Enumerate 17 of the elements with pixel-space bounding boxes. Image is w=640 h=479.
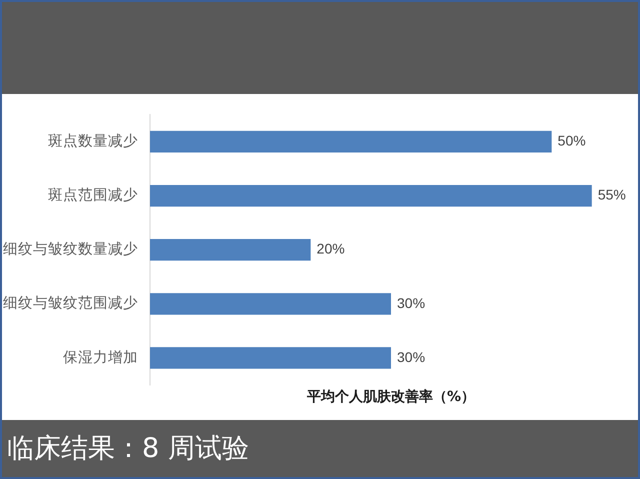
bar xyxy=(150,184,592,207)
data-label: 20% xyxy=(316,240,345,257)
bar xyxy=(150,130,552,153)
bar xyxy=(150,293,391,315)
y-tick-label: 保湿力增加 xyxy=(63,348,138,366)
y-tick-label: 斑点数量减少 xyxy=(48,132,138,150)
y-tick-label: 细纹与皱纹范围减少 xyxy=(3,294,138,312)
data-label: 30% xyxy=(397,294,426,311)
y-tick-label: 细纹与皱纹数量减少 xyxy=(3,240,138,258)
text: 临床结果：8 周试验 xyxy=(7,432,249,466)
bar xyxy=(150,239,311,261)
y-tick-label: 斑点范围减少 xyxy=(48,186,138,204)
bar xyxy=(150,347,391,369)
data-label: 55% xyxy=(598,186,626,203)
x-axis-title: 平均个人肌肤改善率（%） xyxy=(306,388,476,406)
data-label: 50% xyxy=(558,132,586,149)
data-label: 30% xyxy=(397,348,426,365)
